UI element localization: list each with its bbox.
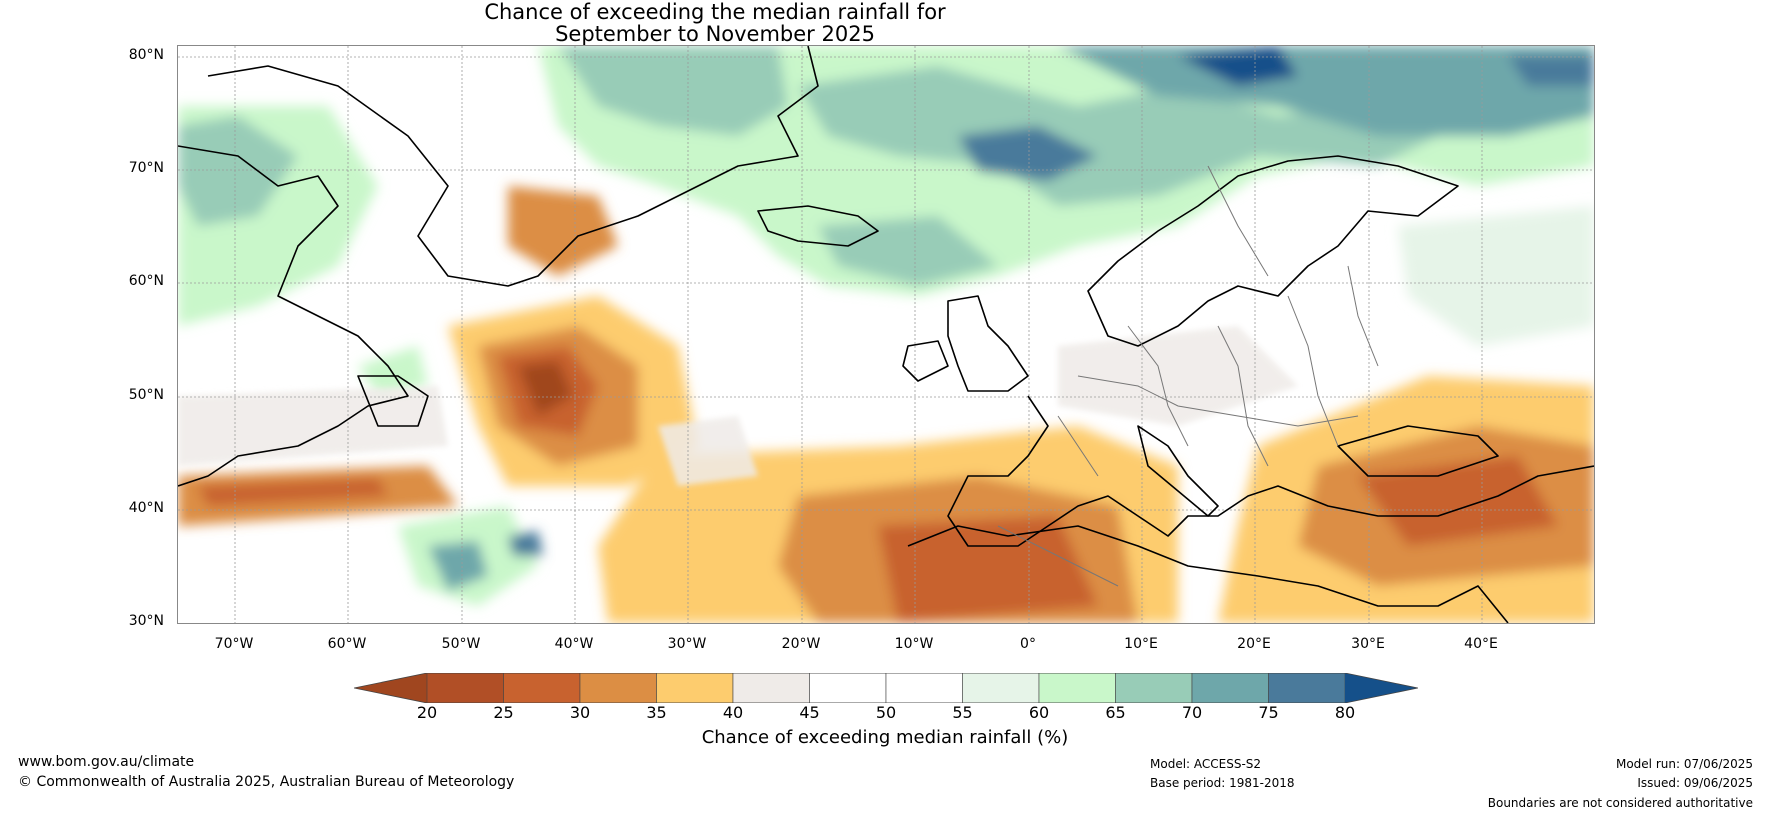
colorbar-tick-label: 40 xyxy=(722,703,744,722)
lon-label-40w: 40°W xyxy=(554,636,594,652)
colorbar-label: Chance of exceeding median rainfall (%) xyxy=(701,727,1069,748)
footer-copyright: © Commonwealth of Australia 2025, Austra… xyxy=(18,774,515,790)
neutral-anomaly-layer xyxy=(178,326,1298,486)
coastline-italy xyxy=(1137,425,1219,517)
dry-anomaly-layer xyxy=(178,186,1594,623)
lon-label-0: 0° xyxy=(1020,636,1036,652)
coastline-north-america xyxy=(178,145,409,487)
lon-label-50w: 50°W xyxy=(441,636,481,652)
colorbar-segments xyxy=(426,673,1346,703)
colorbar-tick-label: 50 xyxy=(875,703,897,722)
colorbar-tick-label: 20 xyxy=(416,703,438,722)
footer-issued: Issued: 09/06/2025 xyxy=(1637,776,1753,790)
footer-base-period: Base period: 1981-2018 xyxy=(1150,776,1295,790)
coastline-great-britain xyxy=(947,295,1029,392)
lat-label-30n: 30°N xyxy=(128,613,164,629)
lon-label-10w: 10°W xyxy=(894,636,934,652)
colorbar-segment xyxy=(962,673,1040,703)
coastline-iceland xyxy=(757,205,879,247)
colorbar-tick-label: 55 xyxy=(952,703,973,722)
map-svg xyxy=(178,46,1594,623)
lon-label-30e: 30°E xyxy=(1351,636,1385,652)
lon-label-10e: 10°E xyxy=(1124,636,1158,652)
colorbar-segment xyxy=(1115,673,1193,703)
coastline-newfoundland xyxy=(357,375,429,427)
colorbar-left-extension xyxy=(354,673,427,703)
colorbar-segment xyxy=(809,673,887,703)
lon-label-60w: 60°W xyxy=(327,636,367,652)
colorbar-segment xyxy=(503,673,581,703)
coastlines xyxy=(178,46,1594,623)
lat-label-80n: 80°N xyxy=(128,47,164,63)
country-borders xyxy=(997,165,1379,587)
colorbar-right-extension xyxy=(1345,673,1418,703)
colorbar-segment xyxy=(1191,673,1269,703)
colorbar-tick-label: 80 xyxy=(1334,703,1356,722)
colorbar-tick-label: 45 xyxy=(799,703,820,722)
colorbar-segment xyxy=(885,673,963,703)
colorbar-segment xyxy=(579,673,657,703)
colorbar-tick-label: 25 xyxy=(493,703,514,722)
lon-label-70w: 70°W xyxy=(214,636,254,652)
colorbar-tick-label: 30 xyxy=(569,703,591,722)
lon-label-40e: 40°E xyxy=(1464,636,1498,652)
graticule xyxy=(178,46,1594,623)
colorbar-tick-label: 75 xyxy=(1258,703,1279,722)
lon-label-20w: 20°W xyxy=(781,636,821,652)
map-title-line1: Chance of exceeding the median rainfall … xyxy=(484,0,946,24)
colorbar-tick-label: 60 xyxy=(1028,703,1050,722)
colorbar-tick-label: 35 xyxy=(646,703,667,722)
coastline-north-africa xyxy=(907,525,1509,623)
wet-anomaly-layer xyxy=(178,46,1594,606)
colorbar-segment xyxy=(656,673,734,703)
footer-website[interactable]: www.bom.gov.au/climate xyxy=(18,754,195,770)
lat-label-60n: 60°N xyxy=(128,273,164,289)
footer-disclaimer: Boundaries are not considered authoritat… xyxy=(1487,796,1753,810)
colorbar-tick-label: 65 xyxy=(1105,703,1126,722)
lat-label-50n: 50°N xyxy=(128,387,164,403)
colorbar-segment xyxy=(1268,673,1346,703)
coastline-europe xyxy=(947,395,1594,547)
lat-label-70n: 70°N xyxy=(128,160,164,176)
map-title-line2: September to November 2025 xyxy=(555,22,875,46)
footer-model-run: Model run: 07/06/2025 xyxy=(1615,757,1753,771)
lat-label-40n: 40°N xyxy=(128,500,164,516)
rainfall-outlook-map xyxy=(177,45,1595,624)
coastline-ireland xyxy=(902,340,949,382)
colorbar-segment xyxy=(426,673,504,703)
colorbar xyxy=(354,673,1418,703)
colorbar-segment xyxy=(1038,673,1116,703)
coastline-greenland xyxy=(207,46,819,287)
footer-model: Model: ACCESS-S2 xyxy=(1150,757,1262,771)
coastline-scandinavia xyxy=(1087,155,1459,347)
lon-label-20e: 20°E xyxy=(1237,636,1271,652)
lon-label-30w: 30°W xyxy=(667,636,707,652)
colorbar-tick-label: 70 xyxy=(1181,703,1203,722)
coastline-black-sea xyxy=(1337,425,1499,477)
colorbar-segment xyxy=(732,673,810,703)
